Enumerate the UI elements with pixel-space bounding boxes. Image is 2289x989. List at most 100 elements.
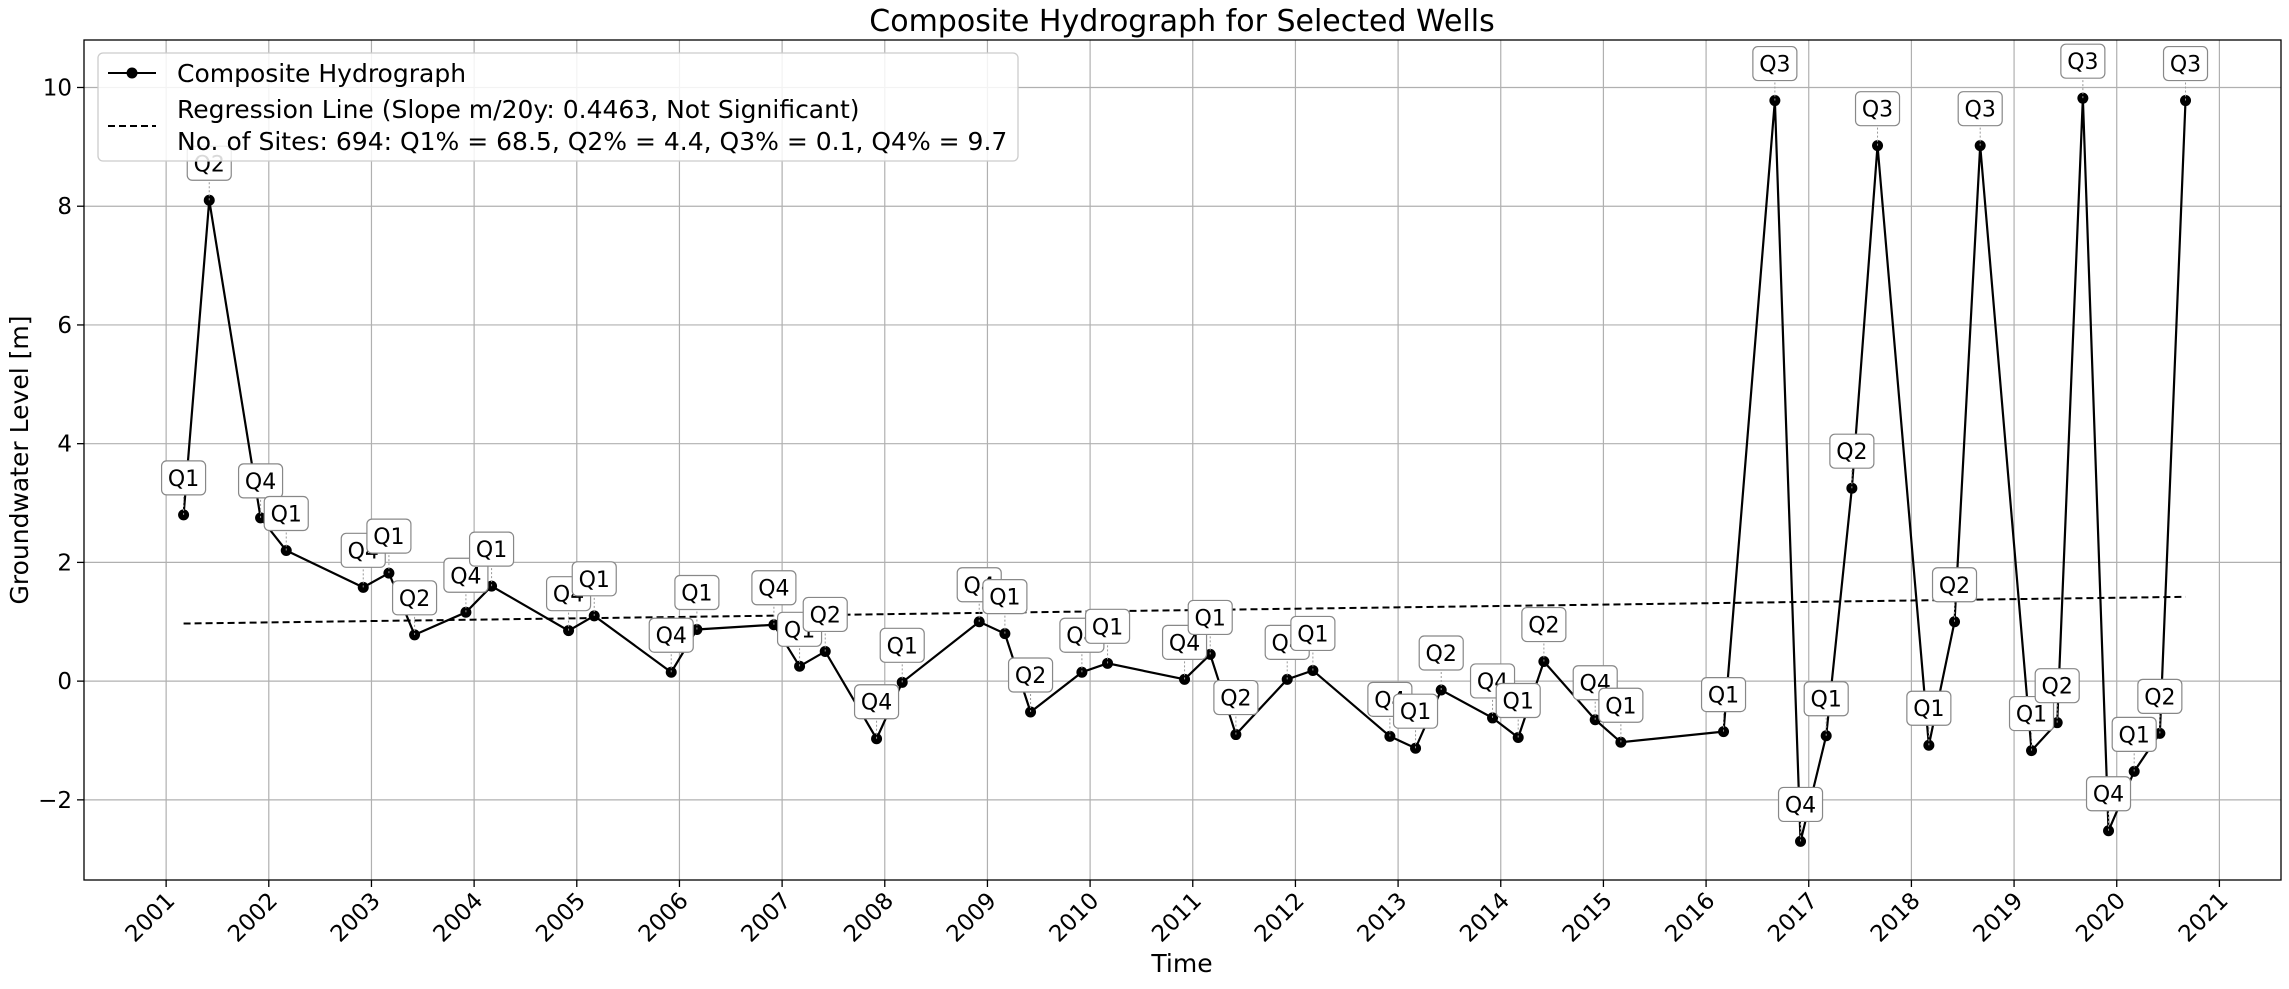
- quarter-label: Q1: [271, 503, 302, 528]
- quarter-label: Q1: [579, 568, 610, 593]
- quarter-label: Q1: [1811, 688, 1842, 713]
- quarter-label: Q1: [1708, 684, 1739, 709]
- quarter-label-box: [571, 561, 617, 597]
- quarter-label-box: [1213, 679, 1259, 716]
- legend-series-label: Composite Hydrograph: [177, 59, 466, 88]
- quarter-label-box: [1495, 682, 1541, 719]
- quarter-label-box: [391, 580, 438, 616]
- legend-regression-label: Regression Line (Slope m/20y: 0.4463, No…: [177, 95, 860, 124]
- quarter-label: Q3: [1965, 98, 1996, 123]
- y-tick-label: 2: [57, 550, 72, 576]
- quarter-label: Q2: [1836, 440, 1867, 465]
- quarter-label: Q1: [2016, 703, 2047, 728]
- quarter-label-box: [1931, 567, 1978, 603]
- quarter-label: Q3: [2170, 53, 2201, 78]
- quarter-label: Q1: [681, 581, 712, 606]
- quarter-label: Q1: [168, 467, 199, 492]
- quarter-label-box: [853, 684, 900, 720]
- quarter-label-box: [1829, 433, 1875, 469]
- quarter-label-box: [1906, 690, 1952, 726]
- quarter-label-box: [2008, 695, 2055, 732]
- quarter-label: Q2: [399, 587, 430, 612]
- quarter-label-box: [802, 596, 848, 633]
- quarter-label: Q2: [1220, 687, 1251, 712]
- quarter-label-box: [366, 518, 412, 554]
- quarter-label-box: [443, 557, 489, 593]
- quarter-label: Q1: [476, 538, 507, 563]
- quarter-label: Q2: [1939, 574, 1970, 599]
- quarter-label: Q1: [1092, 615, 1123, 640]
- quarter-label: Q4: [1785, 793, 1816, 818]
- quarter-label-box: [1752, 45, 1798, 82]
- quarter-label-box: [1777, 786, 1824, 823]
- quarter-label-box: [674, 574, 720, 611]
- y-axis-ticks: −2 0 2 4 6 8 10: [38, 75, 84, 814]
- quarter-label: Q4: [758, 577, 789, 602]
- quarter-label-box: [1084, 608, 1131, 644]
- quarter-label-box: [263, 495, 309, 532]
- quarter-label-box: [1187, 599, 1233, 636]
- quarter-label-box: [160, 460, 207, 496]
- quarter-label-box: [2162, 45, 2209, 82]
- quarter-label-box: [468, 531, 515, 567]
- quarter-label: Q4: [2093, 783, 2124, 808]
- quarter-label-box: [1854, 91, 1901, 127]
- regression-series: [183, 595, 2186, 625]
- quarter-label: Q4: [1169, 631, 1200, 656]
- y-tick-label: −2: [38, 788, 72, 814]
- quarter-label: Q3: [1759, 53, 1790, 78]
- quarter-label: Q2: [1015, 664, 1046, 689]
- quarter-label-box: [2085, 776, 2132, 812]
- quarter-label: Q1: [1400, 700, 1431, 725]
- quarter-label: Q1: [1297, 622, 1328, 647]
- quarter-label: Q4: [656, 624, 687, 649]
- quarter-label-box: [1418, 635, 1464, 671]
- x-axis-label: Time: [1150, 949, 1212, 978]
- y-axis-label: Groundwater Level [m]: [5, 316, 34, 605]
- quarter-label-box: [1007, 657, 1054, 693]
- quarter-label-box: [879, 627, 925, 663]
- quarter-label: Q1: [1605, 694, 1636, 719]
- quarter-label: Q2: [2144, 685, 2175, 710]
- quarter-label-box: [1598, 687, 1644, 723]
- legend-sites-text: No. of Sites: 694: Q1% = 68.5, Q2% = 4.4…: [177, 127, 1007, 156]
- quarter-label-box: [1957, 91, 2003, 127]
- quarter-label: Q2: [810, 603, 841, 628]
- quarter-label-box: [982, 579, 1028, 615]
- quarter-label: Q3: [1862, 98, 1893, 123]
- y-tick-label: 6: [57, 313, 72, 339]
- quarter-label: Q1: [373, 525, 404, 550]
- quarter-label-box: [1803, 681, 1849, 717]
- quarter-label: Q1: [887, 634, 918, 659]
- quarter-label: Q2: [1426, 642, 1457, 667]
- quarter-label: Q3: [2067, 50, 2098, 75]
- quarter-label-box: [1521, 606, 1567, 643]
- quarter-label: Q1: [989, 586, 1020, 611]
- quarter-label-box: [2034, 668, 2080, 704]
- quarter-label-box: [2060, 43, 2106, 79]
- quarter-label-box: [1290, 615, 1336, 652]
- quarter-label-box: [2111, 716, 2157, 752]
- legend-series-marker: [126, 67, 138, 79]
- quarter-label: Q4: [450, 564, 481, 589]
- legend-box: [97, 52, 1019, 162]
- y-tick-label: 8: [57, 194, 72, 220]
- y-tick-label: 0: [57, 669, 72, 695]
- hydrograph-line: [182, 98, 2187, 842]
- quarter-label-box: [751, 570, 797, 606]
- quarter-label-box: [1700, 676, 1747, 713]
- regression-line: [183, 595, 2186, 625]
- quarter-label: Q1: [1195, 606, 1226, 631]
- quarter-label-box: [1392, 693, 1439, 729]
- legend: Composite Hydrograph Regression Line (Sl…: [97, 52, 1019, 162]
- y-tick-label: 4: [57, 432, 72, 458]
- plot-frame: [83, 39, 2282, 881]
- quarter-label: Q1: [1503, 690, 1534, 715]
- quarter-label-box: [2137, 678, 2183, 714]
- quarter-label-box: [648, 617, 694, 653]
- quarter-label: Q1: [2119, 723, 2150, 748]
- chart-title: Composite Hydrograph for Selected Wells: [869, 4, 1494, 39]
- quarter-label: Q2: [2042, 675, 2073, 700]
